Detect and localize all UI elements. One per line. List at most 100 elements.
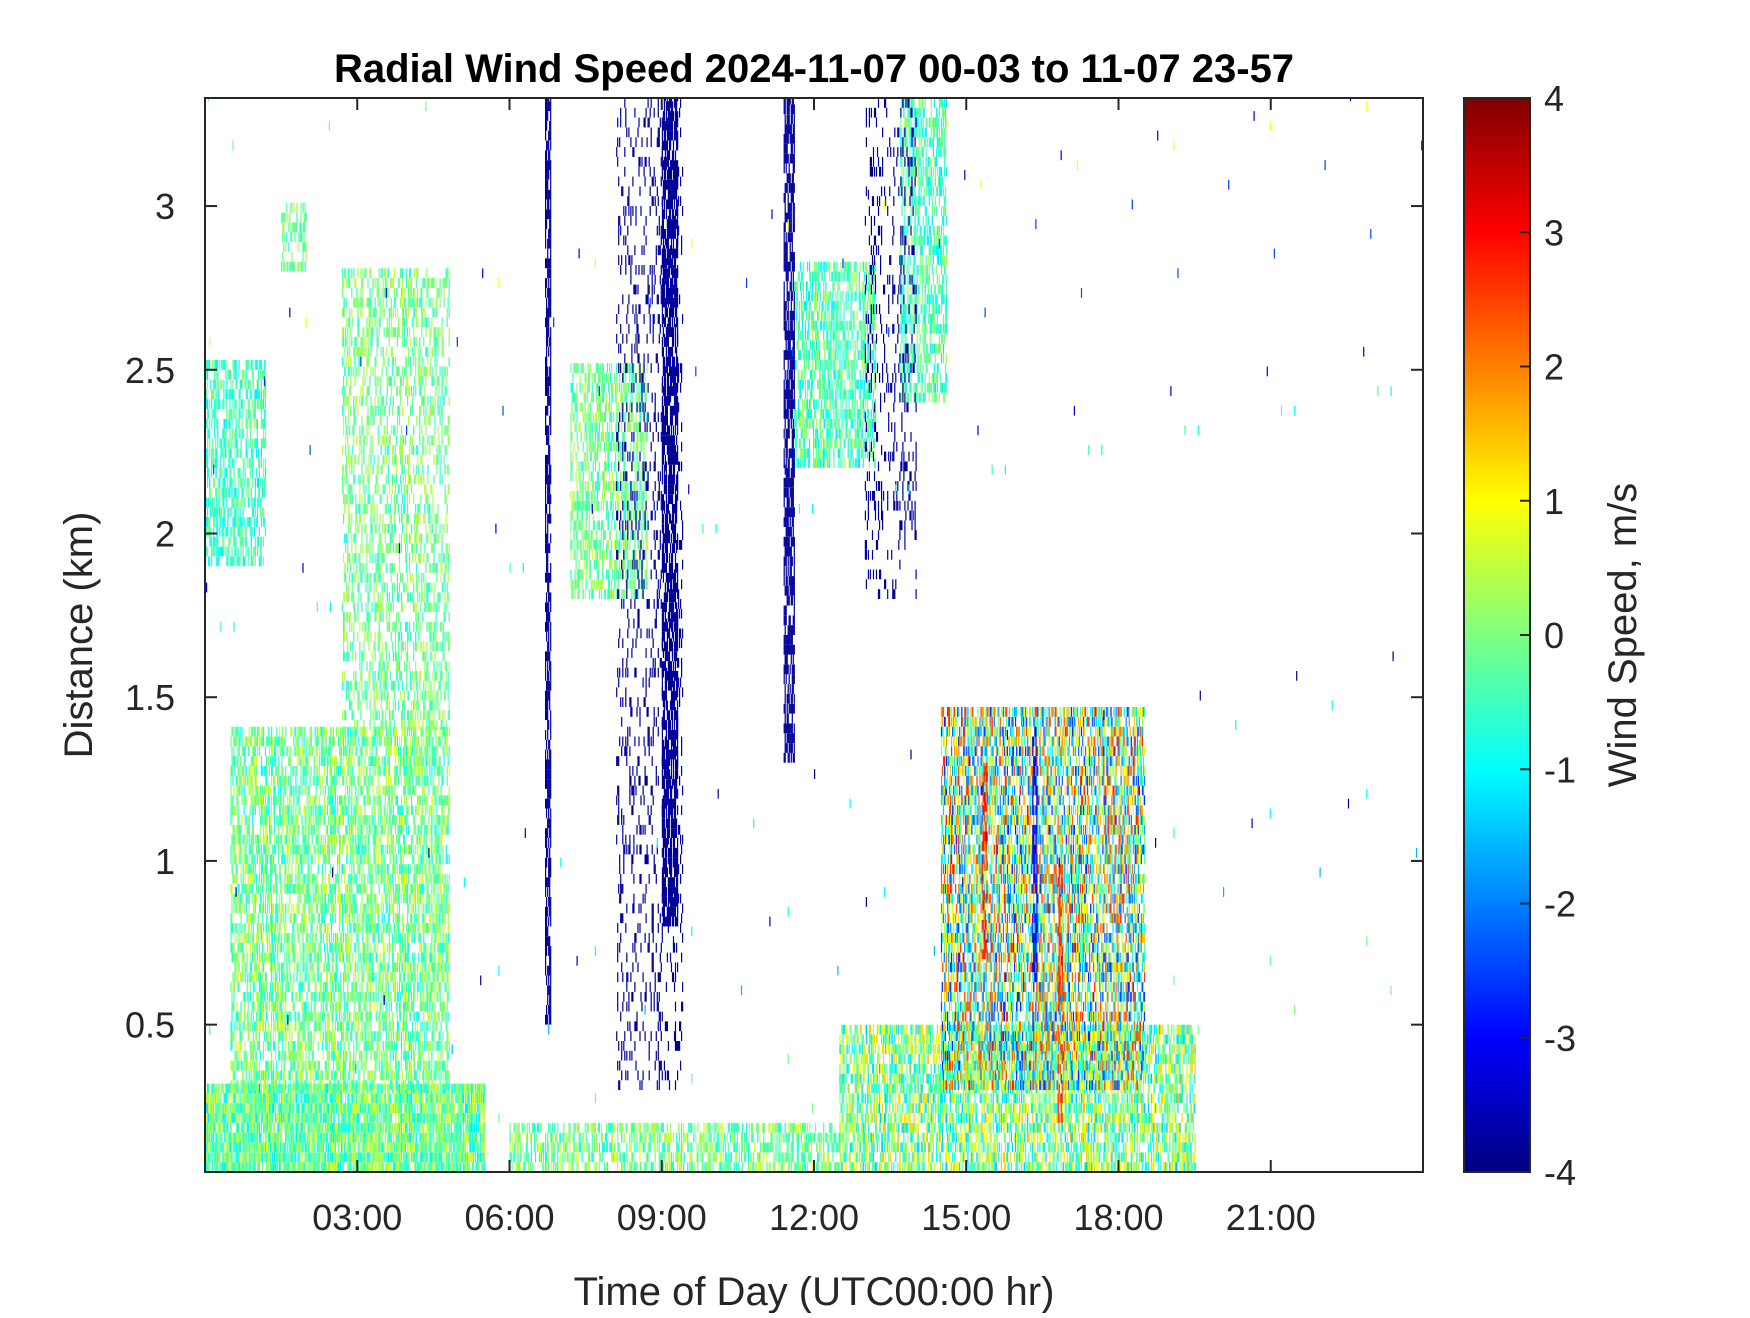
heatmap-cell	[343, 815, 344, 825]
heatmap-cell	[370, 1071, 371, 1081]
heatmap-cell	[265, 904, 266, 914]
heatmap-cell	[307, 953, 308, 963]
heatmap-cell	[381, 1113, 382, 1123]
heatmap-cell	[246, 795, 247, 805]
heatmap-cell	[383, 1162, 384, 1172]
heatmap-cell	[275, 904, 276, 914]
heatmap-cell	[431, 1103, 432, 1113]
heatmap-cell	[343, 737, 344, 747]
heatmap-cell	[311, 1002, 312, 1012]
heatmap-cell	[250, 953, 251, 963]
heatmap-cell	[262, 933, 263, 943]
heatmap-cell	[302, 933, 303, 943]
heatmap-cell	[411, 1103, 412, 1113]
heatmap-cell	[300, 1051, 301, 1061]
heatmap-cell	[262, 962, 263, 972]
heatmap-cell	[342, 894, 343, 904]
heatmap-cell	[391, 1103, 392, 1113]
heatmap-cell	[418, 1123, 419, 1133]
heatmap-cell	[261, 1080, 262, 1090]
heatmap-cell	[300, 776, 301, 786]
heatmap-cell	[414, 1103, 415, 1113]
heatmap-cell	[334, 835, 335, 845]
heatmap-cell	[259, 727, 260, 737]
heatmap-cell	[302, 982, 303, 992]
heatmap-cell	[326, 884, 327, 894]
heatmap-cell	[296, 786, 297, 796]
heatmap-cell	[354, 1113, 355, 1123]
heatmap-cell	[353, 972, 354, 982]
heatmap-cell	[255, 1093, 256, 1103]
heatmap-cell	[282, 845, 283, 855]
heatmap-cell	[310, 1113, 311, 1123]
heatmap-cell	[340, 1071, 341, 1081]
heatmap-cell	[372, 1071, 373, 1081]
heatmap-cell	[438, 1162, 439, 1172]
heatmap-cell	[249, 894, 250, 904]
heatmap-cell	[350, 727, 351, 737]
heatmap-cell	[310, 727, 311, 737]
heatmap-cell	[282, 1021, 283, 1031]
heatmap-cell	[306, 737, 307, 747]
heatmap-cell	[339, 884, 340, 894]
heatmap-cell	[352, 845, 353, 855]
heatmap-cell	[283, 962, 284, 972]
heatmap-cell	[367, 1113, 368, 1123]
heatmap-cell	[337, 795, 338, 805]
heatmap-cell	[268, 727, 269, 737]
heatmap-cell	[298, 933, 299, 943]
heatmap-cell	[315, 1002, 316, 1012]
heatmap-cell	[382, 1093, 383, 1103]
heatmap-cell	[460, 1162, 461, 1172]
heatmap-cell	[297, 1071, 298, 1081]
heatmap-cell	[305, 904, 306, 914]
heatmap-cell	[290, 1012, 291, 1022]
heatmap-cell	[358, 953, 359, 963]
heatmap-cell	[324, 943, 325, 953]
heatmap-cell	[280, 845, 281, 855]
heatmap-cell	[397, 1123, 398, 1133]
heatmap-cell	[282, 972, 283, 982]
heatmap-cell	[350, 737, 351, 747]
heatmap-cell	[267, 1002, 268, 1012]
heatmap-cell	[360, 953, 361, 963]
heatmap-cell	[237, 933, 238, 943]
heatmap-cell	[289, 1123, 290, 1133]
heatmap-cell	[242, 727, 243, 737]
heatmap-cell	[321, 982, 322, 992]
heatmap-cell	[307, 992, 308, 1002]
heatmap-cell	[330, 913, 331, 923]
heatmap-cell	[331, 992, 332, 1002]
heatmap-cell	[424, 1162, 425, 1172]
heatmap-cell	[285, 874, 286, 884]
heatmap-cell	[363, 972, 364, 982]
heatmap-cell	[350, 1080, 351, 1090]
heatmap-cell	[370, 962, 371, 972]
heatmap-cell	[370, 1041, 371, 1051]
heatmap-cell	[256, 884, 257, 894]
heatmap-cell	[242, 1080, 243, 1090]
heatmap-cell	[270, 982, 271, 992]
heatmap-cell	[283, 1002, 284, 1012]
heatmap-cell	[323, 1162, 324, 1172]
heatmap-cell	[348, 992, 349, 1002]
heatmap-cell	[262, 854, 263, 864]
heatmap-cell	[278, 1071, 279, 1081]
heatmap-cell	[255, 894, 256, 904]
heatmap-cell	[329, 845, 330, 855]
heatmap-cell	[234, 982, 235, 992]
heatmap-cell	[272, 933, 273, 943]
heatmap-cell	[351, 805, 352, 815]
heatmap-cell	[268, 845, 269, 855]
heatmap-cell	[268, 874, 269, 884]
heatmap-cell	[283, 746, 284, 756]
heatmap-cell	[255, 1051, 256, 1061]
heatmap-cell	[248, 992, 249, 1002]
heatmap-cell	[254, 1123, 255, 1133]
heatmap-cell	[269, 943, 270, 953]
heatmap-cell	[271, 795, 272, 805]
heatmap-cell	[333, 913, 334, 923]
heatmap-cell	[295, 874, 296, 884]
heatmap-cell	[228, 1113, 229, 1123]
heatmap-cell	[349, 913, 350, 923]
